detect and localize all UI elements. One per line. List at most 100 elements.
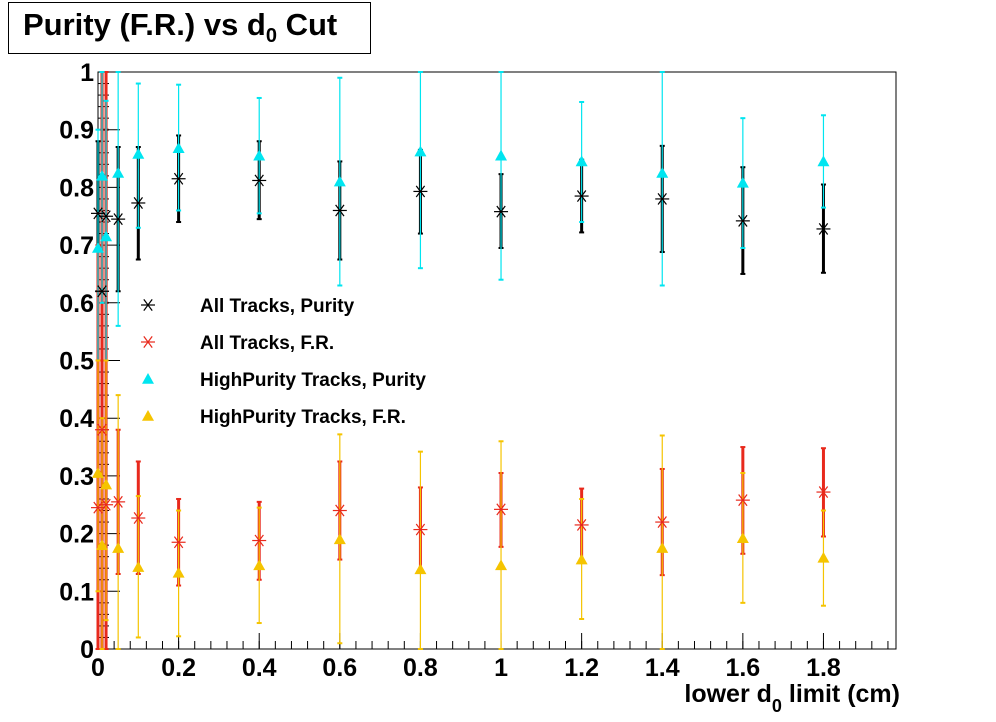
data-point bbox=[332, 504, 347, 517]
data-point bbox=[100, 230, 113, 242]
data-point bbox=[132, 147, 145, 159]
data-point bbox=[413, 185, 428, 198]
data-point bbox=[100, 478, 113, 490]
data-point bbox=[111, 213, 126, 226]
data-point bbox=[414, 563, 427, 575]
data-point bbox=[655, 516, 670, 529]
legend-marker bbox=[142, 373, 154, 384]
x-axis-label-subscript: 0 bbox=[772, 696, 782, 716]
legend-label: HighPurity Tracks, F.R. bbox=[200, 407, 406, 428]
x-tick-label: 1.8 bbox=[806, 654, 841, 682]
data-point bbox=[816, 222, 831, 235]
x-tick-label: 0.4 bbox=[242, 654, 277, 682]
y-tick-label: 0.1 bbox=[59, 578, 94, 606]
data-point bbox=[735, 214, 750, 227]
data-point bbox=[816, 486, 831, 499]
y-tick-label: 0.5 bbox=[59, 348, 94, 376]
data-point bbox=[172, 566, 185, 578]
y-tick-label: 0.3 bbox=[59, 463, 94, 491]
x-tick-label: 1.2 bbox=[564, 654, 599, 682]
data-point bbox=[817, 551, 830, 563]
data-point bbox=[131, 197, 146, 209]
legend-entry: HighPurity Tracks, F.R. bbox=[142, 407, 406, 428]
data-point bbox=[172, 142, 185, 153]
error-bar bbox=[115, 71, 121, 327]
y-tick-label: 0.6 bbox=[59, 290, 94, 318]
data-point bbox=[96, 169, 109, 181]
y-tick-label: 0.8 bbox=[59, 174, 94, 202]
data-point bbox=[92, 241, 104, 253]
data-point bbox=[171, 172, 186, 185]
data-point bbox=[574, 190, 589, 203]
chart-title-main: Purity (F.R.) vs d bbox=[23, 7, 266, 42]
data-point bbox=[333, 533, 346, 545]
data-point bbox=[112, 542, 125, 553]
data-point bbox=[574, 518, 589, 531]
y-tick-label: 0.7 bbox=[59, 232, 94, 260]
x-tick-label: 1 bbox=[494, 654, 508, 682]
y-tick-label: 0.2 bbox=[59, 521, 94, 549]
legend-marker bbox=[141, 336, 155, 348]
x-tick-label: 0.2 bbox=[161, 654, 196, 682]
error-bar bbox=[498, 440, 504, 650]
error-bar bbox=[417, 71, 423, 270]
x-tick-label: 0 bbox=[91, 654, 105, 682]
error-bar bbox=[115, 394, 121, 650]
data-point bbox=[495, 149, 508, 161]
data-point bbox=[92, 467, 104, 478]
data-point bbox=[655, 192, 670, 205]
data-point bbox=[575, 155, 588, 167]
data-point bbox=[414, 145, 427, 157]
x-tick-label: 1.6 bbox=[725, 654, 760, 682]
data-point bbox=[131, 512, 146, 524]
error-bar bbox=[103, 359, 109, 622]
data-point bbox=[332, 204, 347, 217]
y-tick-label: 0 bbox=[80, 636, 94, 664]
y-tick-label: 1 bbox=[80, 59, 94, 87]
data-point bbox=[99, 498, 114, 511]
legend-entry: All Tracks, F.R. bbox=[141, 333, 334, 354]
data-point bbox=[494, 205, 509, 218]
data-point bbox=[95, 423, 110, 436]
x-tick-label: 0.6 bbox=[322, 654, 357, 682]
legend-entry: HighPurity Tracks, Purity bbox=[142, 370, 426, 391]
legend-label: HighPurity Tracks, Purity bbox=[200, 370, 426, 391]
data-point bbox=[111, 495, 126, 508]
legend-marker bbox=[141, 299, 155, 311]
data-point bbox=[252, 534, 267, 547]
data-point bbox=[575, 553, 588, 565]
data-point bbox=[132, 561, 145, 572]
legend-label: All Tracks, Purity bbox=[200, 296, 355, 317]
error-bar bbox=[498, 71, 504, 281]
data-point bbox=[656, 166, 669, 178]
data-point bbox=[252, 174, 267, 187]
legend: All Tracks, Purity All Tracks, F.R. HighPu… bbox=[141, 296, 426, 428]
data-point bbox=[736, 532, 749, 544]
data-point bbox=[735, 494, 750, 507]
x-axis-label-post: limit (cm) bbox=[782, 680, 900, 708]
chart-title: Purity (F.R.) vs d0 Cut bbox=[23, 7, 337, 54]
data-point bbox=[91, 501, 105, 514]
data-point bbox=[495, 559, 508, 571]
error-bar bbox=[659, 71, 665, 287]
data-point bbox=[494, 503, 509, 516]
data-point bbox=[656, 542, 669, 553]
error-bar bbox=[99, 417, 105, 650]
error-bar bbox=[99, 71, 105, 304]
data-point bbox=[91, 207, 105, 220]
x-axis-label: lower d0 limit (cm) bbox=[684, 680, 900, 716]
data-point bbox=[817, 155, 830, 167]
legend-marker bbox=[142, 410, 154, 421]
data-point bbox=[171, 536, 186, 549]
y-tick-label: 0.4 bbox=[59, 405, 94, 433]
data-point bbox=[736, 176, 749, 188]
x-tick-label: 1.4 bbox=[645, 654, 680, 682]
axes: 0 0.1 0.2 0.3 0.4 0.5 0.6 0.7 0.8 0.9 1 0 0.2 0.4 0.6 0… bbox=[59, 59, 889, 682]
data-point bbox=[99, 210, 114, 223]
x-axis-label-pre: lower d bbox=[684, 680, 772, 708]
data-markers bbox=[91, 142, 831, 578]
data-point bbox=[112, 166, 125, 178]
plot-frame bbox=[97, 71, 897, 650]
chart-title-subscript: 0 bbox=[265, 25, 277, 48]
error-bar bbox=[417, 450, 423, 650]
